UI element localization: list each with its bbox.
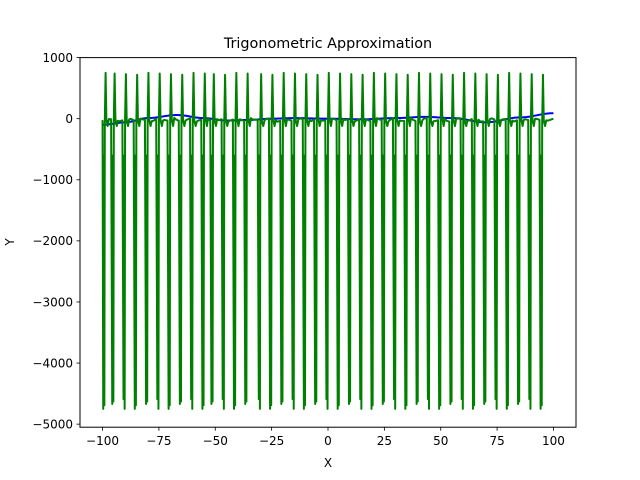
y-axis: −5000 −4000 −3000 −2000 −1000 0 1000 [32,51,80,431]
y-tick-label: 1000 [42,51,73,65]
x-axis-label: X [324,456,332,470]
x-axis: −100 −75 −50 −25 0 25 50 75 100 [86,427,565,448]
x-tick-label: 50 [433,434,448,448]
series-green-line [101,71,554,410]
x-tick-label: −100 [86,434,119,448]
x-tick-label: −25 [259,434,284,448]
x-tick-label: 75 [489,434,504,448]
y-tick-label: −2000 [32,234,73,248]
x-tick-label: −50 [203,434,228,448]
y-tick-label: −3000 [32,295,73,309]
x-tick-label: 100 [542,434,565,448]
y-axis-label: Y [3,238,17,247]
chart-title: Trigonometric Approximation [223,36,432,52]
x-tick-label: 0 [324,434,332,448]
y-tick-label: −1000 [32,173,73,187]
y-tick-label: 0 [65,112,73,126]
x-tick-label: 25 [377,434,392,448]
y-tick-label: −4000 [32,356,73,370]
y-tick-label: −5000 [32,417,73,431]
x-tick-label: −75 [146,434,171,448]
